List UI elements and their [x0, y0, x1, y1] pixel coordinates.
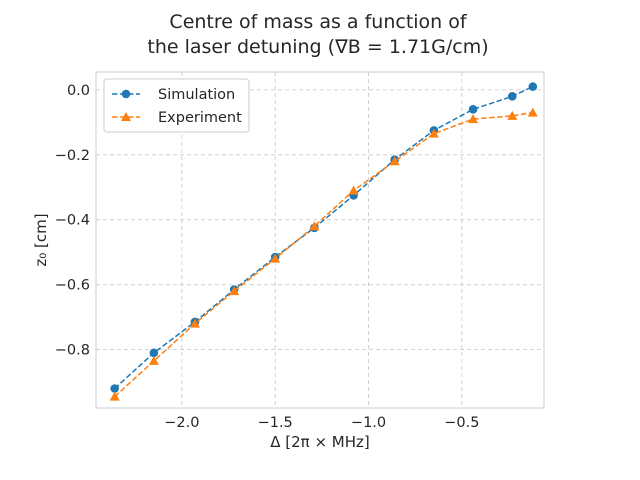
data-point-simulation: [468, 105, 478, 114]
y-tick-label: −0.6: [55, 278, 90, 294]
y-tick-label: −0.4: [55, 213, 90, 229]
data-point-simulation: [507, 92, 517, 101]
y-tick-label: −0.8: [55, 343, 90, 359]
series-line-simulation: [114, 85, 534, 390]
data-point-experiment: [428, 128, 439, 138]
x-tick-labels: −2.0 −1.5 −1.0 −0.5: [164, 415, 479, 431]
data-point-simulation: [528, 82, 538, 91]
chart-title-line-2: the laser detuning (∇B = 1.71G/cm): [147, 36, 488, 58]
series-group: [109, 82, 538, 401]
legend-item-simulation: Simulation: [112, 87, 235, 103]
legend-label: Simulation: [158, 87, 235, 103]
legend-item-experiment: Experiment: [112, 110, 242, 126]
x-tick-label: −2.0: [164, 415, 199, 431]
legend-box: [103, 78, 250, 133]
y-axis-label: z₀ [cm]: [32, 213, 50, 266]
x-tick-label: −1.5: [258, 415, 293, 431]
data-point-simulation: [149, 348, 159, 358]
legend-label: Experiment: [158, 110, 242, 126]
chart-title-line-1: Centre of mass as a function of: [169, 11, 467, 33]
data-point-experiment: [189, 318, 200, 328]
data-point-experiment: [527, 107, 538, 117]
y-tick-labels: 0.0 −0.2 −0.4 −0.6 −0.8: [55, 83, 90, 359]
data-point-experiment: [309, 221, 320, 231]
series-line-experiment: [114, 111, 533, 398]
data-point-experiment: [148, 355, 159, 365]
y-tick-label: 0.0: [67, 83, 90, 99]
data-point-simulation: [110, 384, 119, 393]
legend-marker-triangle: [121, 112, 131, 121]
data-point-experiment: [468, 114, 479, 124]
x-tick-label: −0.5: [444, 415, 479, 431]
data-point-experiment: [229, 286, 240, 296]
legend: Simulation Experiment: [103, 78, 250, 133]
x-tick-label: −1.0: [351, 415, 386, 431]
data-point-experiment: [270, 253, 281, 263]
grid: [96, 72, 544, 408]
x-axis-label: Δ [2π × MHz]: [270, 433, 370, 451]
y-tick-label: −0.2: [55, 148, 90, 164]
data-point-experiment: [348, 185, 359, 195]
legend-marker-circle: [121, 89, 131, 99]
data-point-experiment: [109, 391, 120, 401]
data-point-experiment: [507, 110, 518, 120]
plot-frame: [95, 71, 545, 409]
data-point-experiment: [389, 156, 400, 166]
series-experiment: [109, 107, 538, 401]
